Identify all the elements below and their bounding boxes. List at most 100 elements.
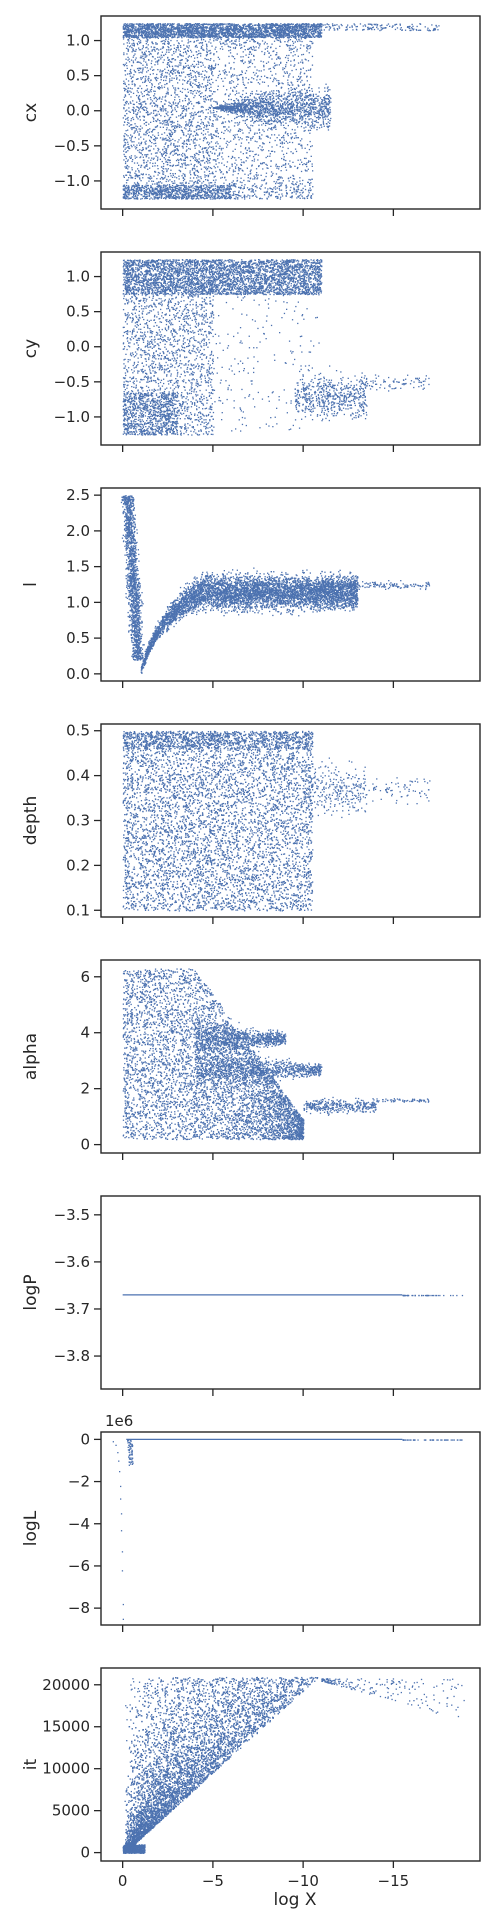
data-point xyxy=(137,112,138,113)
data-point xyxy=(195,175,196,176)
data-point xyxy=(282,150,283,151)
data-point xyxy=(237,197,238,198)
data-point xyxy=(302,123,303,124)
data-point xyxy=(267,77,268,78)
data-point xyxy=(183,173,184,174)
data-point xyxy=(153,56,154,57)
data-point xyxy=(310,161,311,162)
data-point xyxy=(185,158,186,159)
data-point xyxy=(164,146,165,147)
data-point xyxy=(205,98,206,99)
data-point xyxy=(128,159,129,160)
data-point xyxy=(208,112,209,113)
data-point xyxy=(169,61,170,62)
data-point xyxy=(160,58,161,59)
data-point xyxy=(142,198,143,199)
data-point xyxy=(146,41,147,42)
data-point xyxy=(254,159,255,160)
data-point xyxy=(248,61,249,62)
data-point xyxy=(211,91,212,92)
data-point xyxy=(198,82,199,83)
data-point xyxy=(232,195,233,196)
data-point xyxy=(274,151,275,152)
data-point xyxy=(159,88,160,89)
data-point xyxy=(128,123,129,124)
data-point xyxy=(135,130,136,131)
data-point xyxy=(162,87,163,88)
data-point xyxy=(125,59,126,60)
data-point xyxy=(197,125,198,126)
data-point xyxy=(158,135,159,136)
data-point xyxy=(149,128,150,129)
data-point xyxy=(214,153,215,154)
data-point xyxy=(157,63,158,64)
data-point xyxy=(193,140,194,141)
data-point xyxy=(245,123,246,124)
data-point xyxy=(201,92,202,93)
data-point xyxy=(199,129,200,130)
data-point xyxy=(276,59,277,60)
data-point xyxy=(254,50,255,51)
data-point xyxy=(144,123,145,124)
data-point xyxy=(211,105,212,106)
data-point xyxy=(241,44,242,45)
data-point xyxy=(154,64,155,65)
data-point xyxy=(139,149,140,150)
data-point xyxy=(231,76,232,77)
data-point xyxy=(279,183,280,184)
data-point xyxy=(136,145,137,146)
data-point xyxy=(252,178,253,179)
data-point xyxy=(146,154,147,155)
data-point xyxy=(157,69,158,70)
data-point xyxy=(171,80,172,81)
data-point xyxy=(178,70,179,71)
data-point xyxy=(131,47,132,48)
data-point xyxy=(185,98,186,99)
data-point xyxy=(165,168,166,169)
data-point xyxy=(136,147,137,148)
data-point xyxy=(161,166,162,167)
data-point xyxy=(154,93,155,94)
data-point xyxy=(160,49,161,50)
data-point xyxy=(140,167,141,168)
data-point xyxy=(135,137,136,138)
data-point xyxy=(301,138,302,139)
data-point xyxy=(159,97,160,98)
data-point xyxy=(190,113,191,114)
data-point xyxy=(264,43,265,44)
data-point xyxy=(165,39,166,40)
data-point xyxy=(167,121,168,122)
data-point xyxy=(250,47,251,48)
data-point xyxy=(259,83,260,84)
data-point xyxy=(221,132,222,133)
data-point xyxy=(237,134,238,135)
data-point xyxy=(142,65,143,66)
data-point xyxy=(140,119,141,120)
data-point xyxy=(200,42,201,43)
data-point xyxy=(170,173,171,174)
data-point xyxy=(145,122,146,123)
data-point xyxy=(214,114,215,115)
data-point xyxy=(183,180,184,181)
data-point xyxy=(244,184,245,185)
data-point xyxy=(129,38,130,39)
data-point xyxy=(180,115,181,116)
data-point xyxy=(209,66,210,67)
data-point xyxy=(178,47,179,48)
data-point xyxy=(136,95,137,96)
data-point xyxy=(190,156,191,157)
data-point xyxy=(227,141,228,142)
data-point xyxy=(264,54,265,55)
data-point xyxy=(263,65,264,66)
data-point xyxy=(234,157,235,158)
data-point xyxy=(300,62,301,63)
data-point xyxy=(217,155,218,156)
data-point xyxy=(211,125,212,126)
data-point xyxy=(126,158,127,159)
data-point xyxy=(214,176,215,177)
data-point xyxy=(178,102,179,103)
data-point xyxy=(280,185,281,186)
data-point xyxy=(148,70,149,71)
data-point xyxy=(210,50,211,51)
data-point xyxy=(194,90,195,91)
